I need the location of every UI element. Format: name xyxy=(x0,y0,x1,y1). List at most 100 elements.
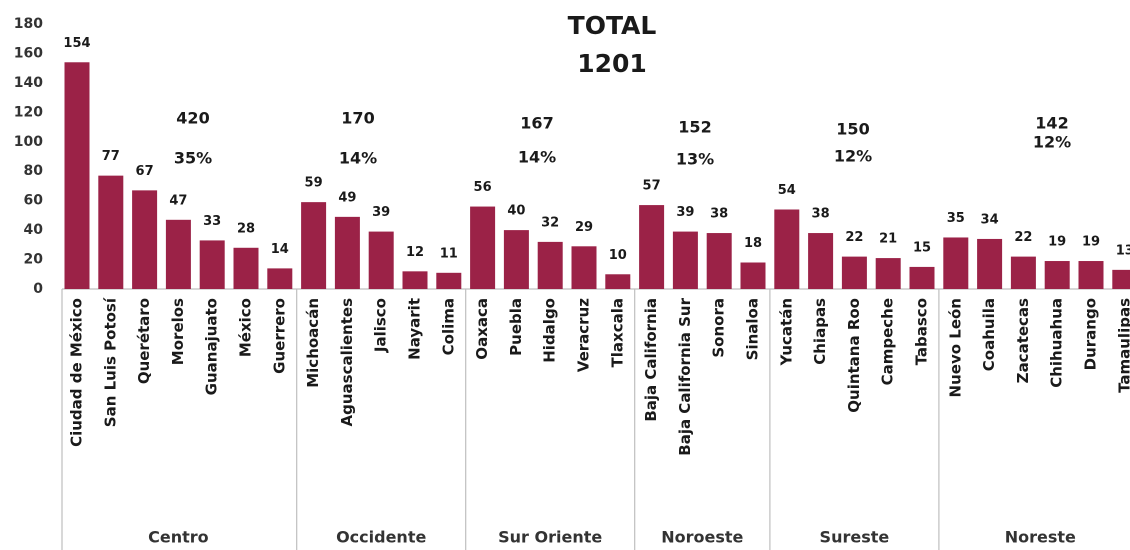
group-total: 167 xyxy=(520,114,553,133)
value-label: 39 xyxy=(676,205,694,220)
value-label: 13 xyxy=(1116,243,1130,258)
bar xyxy=(132,190,158,289)
group-label: Occidente xyxy=(336,528,426,547)
value-label: 28 xyxy=(237,221,255,236)
y-tick-label: 100 xyxy=(14,134,43,150)
bar xyxy=(199,240,225,289)
value-label: 21 xyxy=(879,232,897,247)
x-tick-label: Morelos xyxy=(169,298,187,365)
bar xyxy=(368,231,394,289)
value-label: 38 xyxy=(710,207,728,222)
value-label: 57 xyxy=(643,179,661,194)
value-label: 47 xyxy=(169,193,187,208)
x-tick-label: Zacatecas xyxy=(1014,298,1032,383)
group-share: 35% xyxy=(174,149,212,168)
value-label: 15 xyxy=(913,240,931,255)
bar xyxy=(1010,256,1036,289)
x-tick-label: Querétaro xyxy=(135,298,153,384)
bar xyxy=(977,238,1003,289)
x-tick-label: Chihuahua xyxy=(1048,298,1066,388)
value-label: 32 xyxy=(541,215,559,230)
bar xyxy=(841,256,867,289)
value-label: 18 xyxy=(744,236,762,251)
value-label: 34 xyxy=(981,212,999,227)
bar xyxy=(672,231,698,289)
bar xyxy=(571,246,597,289)
x-tick-label: Tabasco xyxy=(913,298,931,365)
x-tick-label: Veracruz xyxy=(575,298,593,372)
group-total: 170 xyxy=(341,109,374,128)
group-share: 12% xyxy=(1033,133,1071,152)
value-label: 19 xyxy=(1048,235,1066,250)
group-label: Noreste xyxy=(1005,528,1076,547)
y-tick-label: 20 xyxy=(24,252,44,268)
value-label: 154 xyxy=(63,36,90,51)
value-label: 29 xyxy=(575,220,593,235)
bar xyxy=(537,241,563,289)
bar xyxy=(233,247,259,289)
bar xyxy=(706,233,732,289)
x-tick-label: Yucatán xyxy=(777,298,795,366)
x-tick-label: Sinaloa xyxy=(744,298,762,360)
x-tick-label: Tamaulipas xyxy=(1115,298,1130,393)
x-tick-label: Oaxaca xyxy=(473,298,491,360)
group-label: Sur Oriente xyxy=(498,528,602,547)
group-share: 14% xyxy=(518,148,556,167)
value-label: 59 xyxy=(305,176,323,191)
x-tick-label: San Luis Potosí xyxy=(101,297,119,427)
group-share: 13% xyxy=(676,150,714,169)
value-label: 39 xyxy=(372,205,390,220)
group-label: Centro xyxy=(148,528,209,547)
y-tick-label: 180 xyxy=(14,16,43,32)
x-tick-label: Jalisco xyxy=(372,298,390,353)
group-total: 150 xyxy=(836,120,869,139)
x-tick-label: Chiapas xyxy=(811,298,829,365)
group-label: Noroeste xyxy=(661,528,743,547)
bar xyxy=(875,258,901,289)
value-label: 14 xyxy=(271,242,289,257)
x-tick-label: Colima xyxy=(439,298,457,355)
bar xyxy=(605,274,631,289)
value-label: 22 xyxy=(845,230,863,245)
chart-title: TOTAL xyxy=(568,11,657,40)
bar xyxy=(301,202,327,289)
value-label: 10 xyxy=(609,248,627,263)
x-tick-label: Puebla xyxy=(507,298,525,356)
bar xyxy=(470,206,496,289)
y-tick-label: 0 xyxy=(33,281,43,297)
y-tick-label: 140 xyxy=(14,75,43,91)
x-tick-label: Guerrero xyxy=(270,298,288,374)
bar xyxy=(943,237,969,289)
bar xyxy=(503,230,529,289)
bar xyxy=(1044,261,1070,289)
group-total: 420 xyxy=(176,109,209,128)
y-tick-label: 160 xyxy=(14,45,43,61)
value-label: 54 xyxy=(778,183,796,198)
x-tick-label: Tlaxcala xyxy=(608,298,626,367)
bar xyxy=(98,175,124,289)
x-tick-label: Nayarit xyxy=(406,298,424,360)
y-tick-label: 80 xyxy=(24,163,44,179)
x-tick-label: Michoacán xyxy=(304,298,322,388)
bar xyxy=(165,219,191,289)
bar xyxy=(740,262,766,289)
bar xyxy=(808,233,834,289)
x-tick-label: Coahuila xyxy=(980,298,998,371)
bar xyxy=(1112,269,1130,289)
x-tick-label: Ciudad de México xyxy=(68,298,86,447)
group-total: 152 xyxy=(678,118,711,137)
x-tick-label: Guanajuato xyxy=(203,298,221,395)
x-tick-label: México xyxy=(237,298,255,357)
bar xyxy=(267,268,293,289)
value-label: 38 xyxy=(812,207,830,222)
x-tick-label: Sonora xyxy=(710,298,728,358)
bar xyxy=(436,272,462,289)
y-tick-label: 120 xyxy=(14,104,43,120)
value-label: 77 xyxy=(102,149,120,164)
group-share: 12% xyxy=(834,147,872,166)
value-label: 33 xyxy=(203,214,221,229)
bar xyxy=(334,216,360,289)
bar xyxy=(909,266,935,289)
bar xyxy=(774,209,800,289)
bar xyxy=(1078,261,1104,289)
